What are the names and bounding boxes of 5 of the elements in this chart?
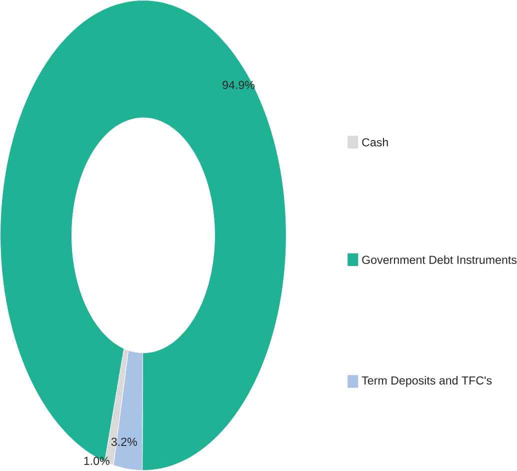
legend-label: Government Debt Instruments	[362, 256, 517, 264]
legend-label: Cash	[362, 138, 388, 147]
legend-label: Term Deposits and TFC's	[362, 376, 492, 388]
data-label: 1.0%	[84, 456, 110, 466]
data-label: 3.2%	[111, 438, 137, 446]
